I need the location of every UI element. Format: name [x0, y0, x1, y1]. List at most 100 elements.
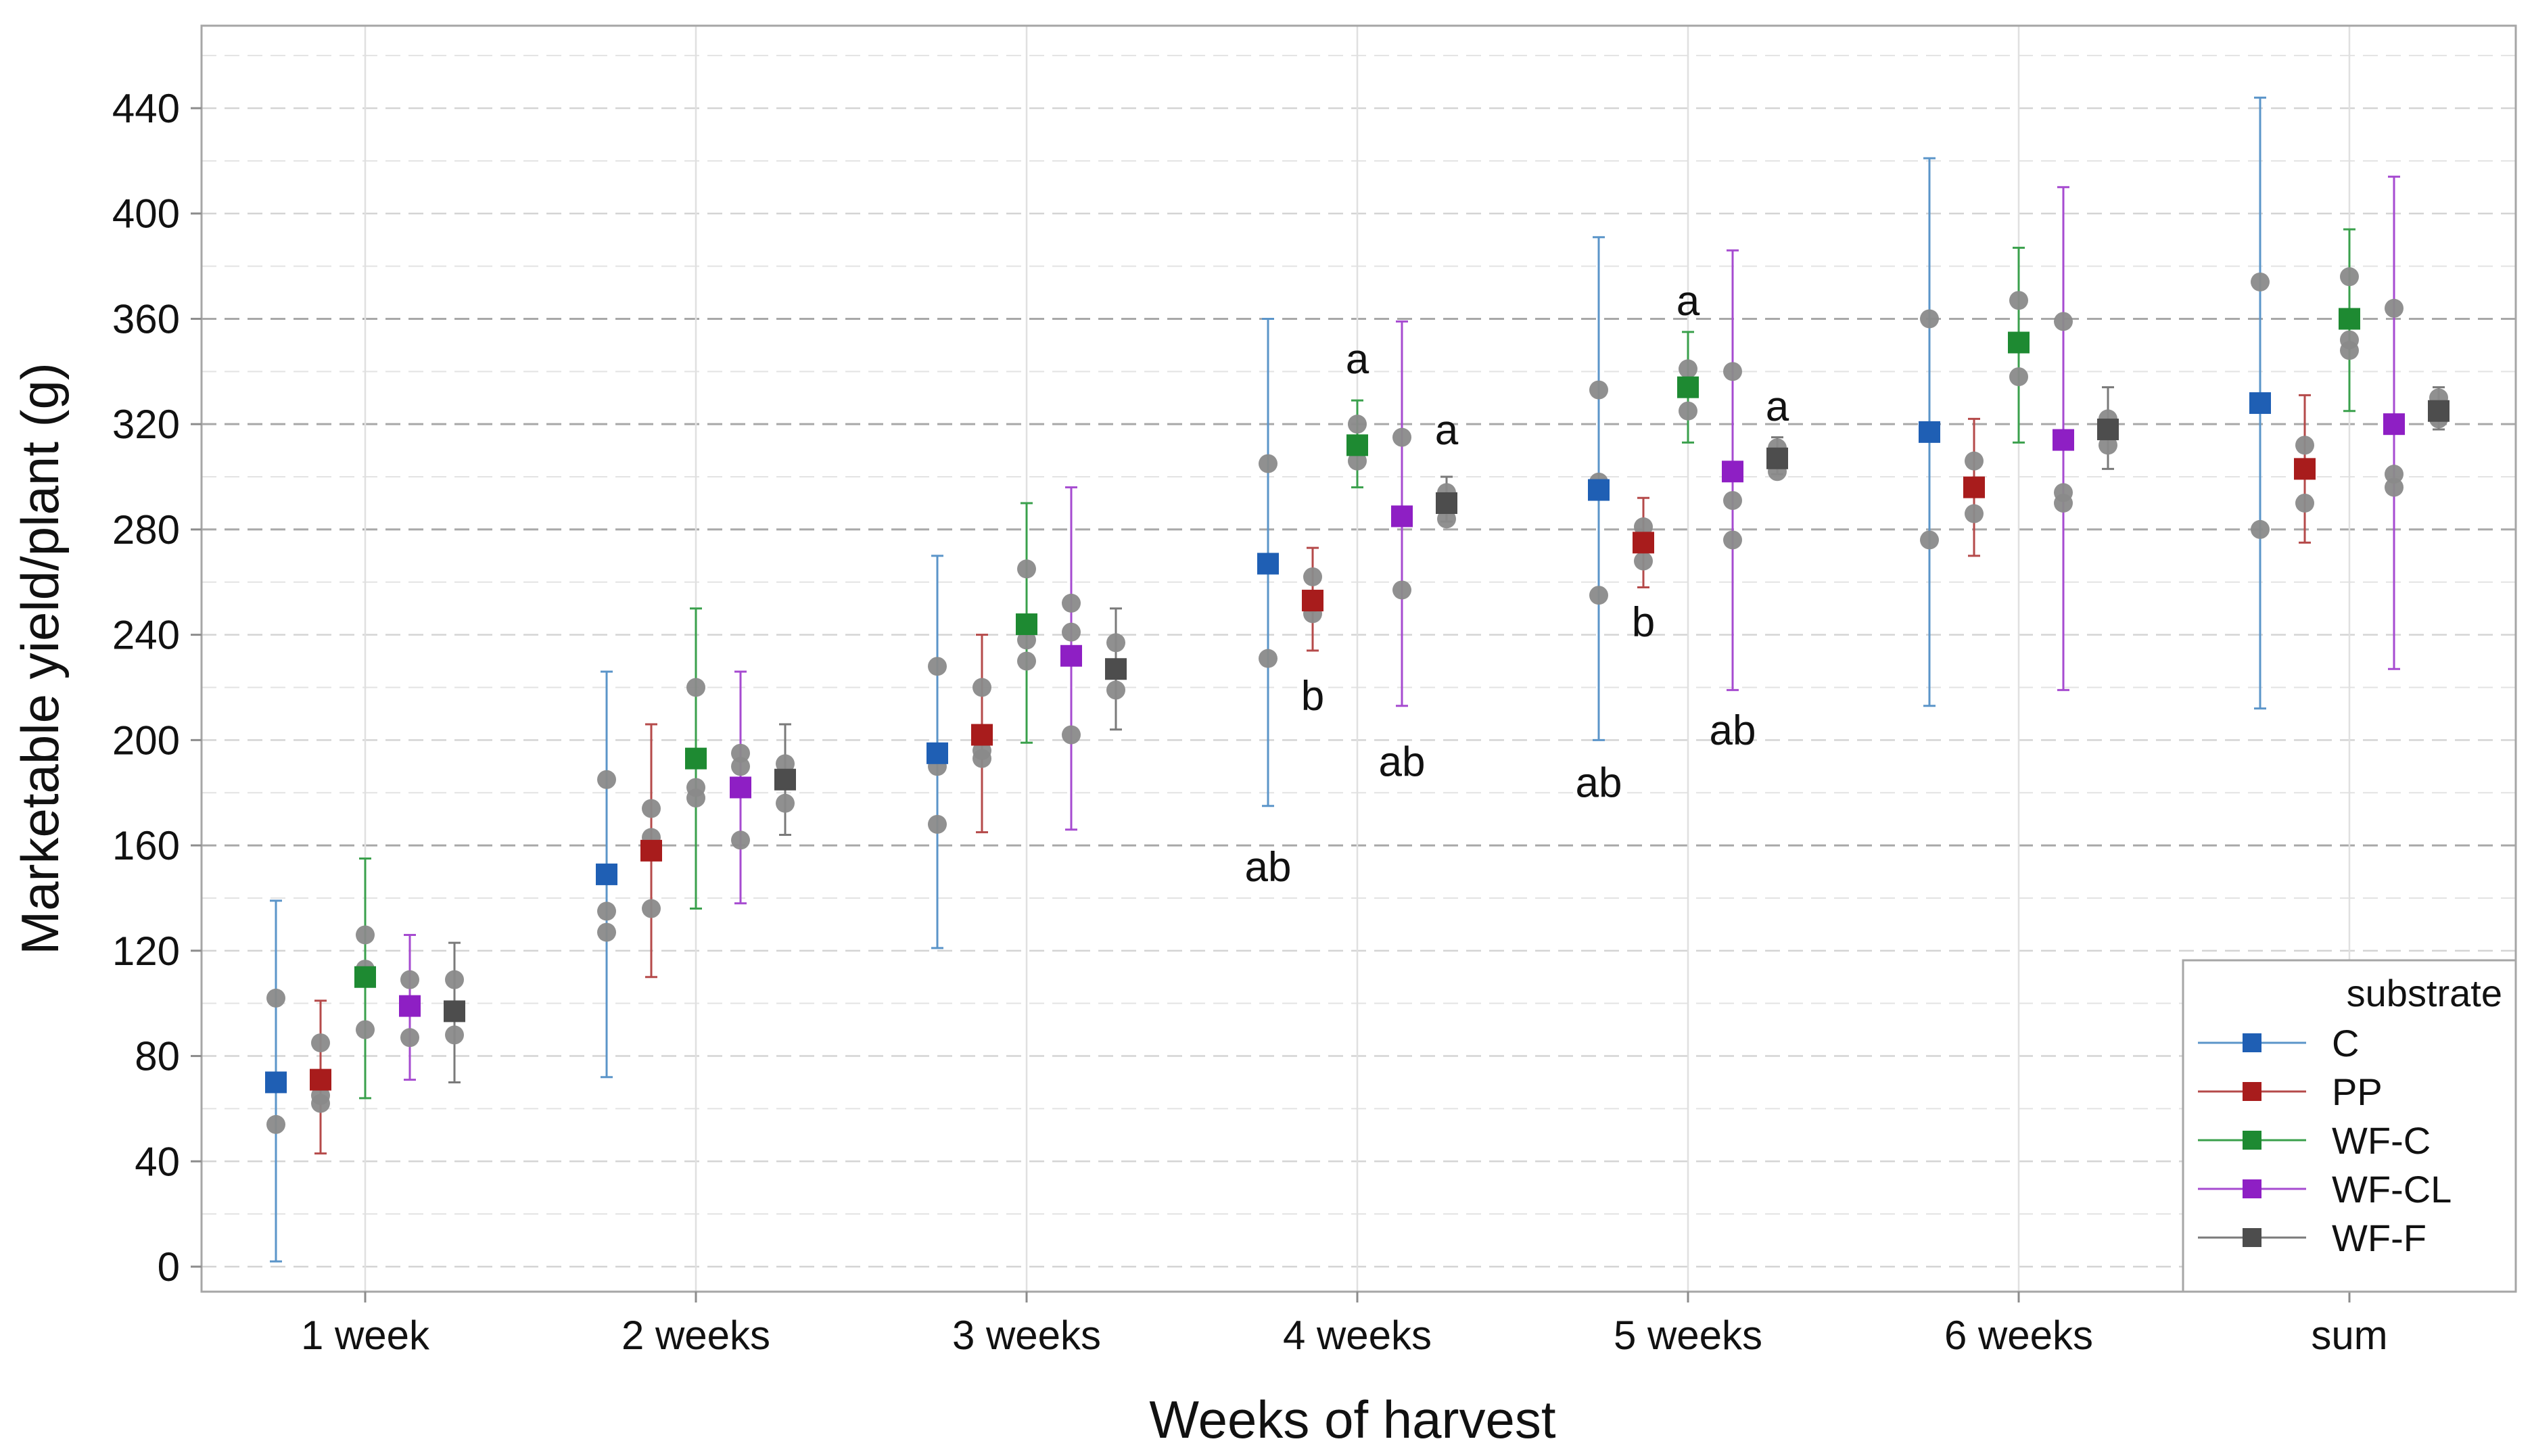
- y-tick-label: 200: [112, 718, 180, 763]
- y-tick-label: 280: [112, 507, 180, 553]
- data-point: [2385, 477, 2404, 497]
- x-tick-label: 3 weeks: [952, 1313, 1101, 1358]
- data-point: [928, 657, 947, 676]
- series-wf-c: [354, 228, 2360, 1100]
- data-point: [2054, 312, 2073, 331]
- data-point: [776, 754, 795, 774]
- data-point: [2385, 465, 2404, 484]
- data-point: [1106, 633, 1125, 653]
- y-tick-label: 400: [112, 191, 180, 237]
- mean-marker: [265, 1071, 287, 1094]
- mean-marker: [2008, 331, 2030, 354]
- data-point: [356, 925, 375, 945]
- legend-marker: [2243, 1082, 2261, 1101]
- data-point: [686, 678, 705, 697]
- data-point: [1259, 649, 1277, 668]
- data-point: [2251, 519, 2270, 539]
- significance-letter: a: [1435, 407, 1459, 454]
- legend-box: [2182, 959, 2517, 1293]
- legend-title: substrate: [2347, 972, 2502, 1014]
- significance-letter: ab: [1710, 707, 1756, 754]
- data-point: [776, 793, 795, 813]
- significance-letter: a: [1677, 278, 1700, 325]
- data-point: [400, 970, 419, 989]
- legend: substrate C PP WF-C WF-CL WF-F: [2182, 959, 2517, 1293]
- mean-marker: [2294, 458, 2316, 480]
- mean-marker: [1588, 479, 1610, 501]
- data-point: [1920, 309, 1939, 329]
- y-tick-label: 80: [135, 1034, 180, 1079]
- data-point: [731, 743, 750, 763]
- x-axis-title: Weeks of harvest: [1149, 1390, 1555, 1449]
- data-point: [1392, 427, 1411, 447]
- mean-marker: [2053, 429, 2074, 451]
- x-tick-label: 4 weeks: [1283, 1313, 1432, 1358]
- data-point: [928, 814, 947, 834]
- data-point: [1634, 551, 1653, 571]
- legend-item-wf-c: WF-C: [2198, 1119, 2431, 1162]
- mean-marker: [1963, 476, 1985, 498]
- mean-marker: [971, 724, 993, 746]
- data-point: [1965, 451, 1984, 471]
- mean-marker: [354, 966, 376, 988]
- mean-marker: [2383, 413, 2405, 436]
- legend-label: WF-F: [2332, 1217, 2426, 1259]
- significance-letter: a: [1346, 336, 1369, 383]
- significance-letter: ab: [1576, 760, 1622, 807]
- data-layer: [265, 96, 2449, 1263]
- data-point: [642, 799, 661, 818]
- data-point: [2295, 493, 2314, 513]
- data-point: [1920, 530, 1939, 550]
- legend-marker: [2243, 1131, 2261, 1150]
- mean-marker: [399, 995, 421, 1017]
- legend-marker: [2243, 1179, 2261, 1198]
- data-point: [2340, 330, 2359, 350]
- data-point: [356, 1020, 375, 1039]
- data-point: [972, 678, 991, 697]
- data-point: [2385, 298, 2404, 318]
- data-point: [1965, 504, 1984, 523]
- y-tick-label: 40: [135, 1139, 180, 1184]
- data-point: [1259, 454, 1277, 473]
- legend-marker: [2243, 1228, 2261, 1247]
- data-point: [2009, 367, 2028, 387]
- legend-label: PP: [2332, 1071, 2383, 1113]
- data-point: [1589, 380, 1608, 400]
- data-point: [445, 970, 464, 989]
- data-point: [266, 1114, 285, 1134]
- grid-layer: [202, 26, 2516, 1292]
- series-wf-cl: [399, 175, 2405, 1081]
- data-point: [1062, 622, 1081, 642]
- data-point: [597, 922, 616, 942]
- mean-marker: [1919, 421, 1940, 443]
- mean-marker: [1257, 553, 1279, 575]
- legend-marker: [2243, 1033, 2261, 1052]
- data-point: [1017, 630, 1036, 650]
- x-tick-label: 1 week: [301, 1313, 430, 1358]
- mean-marker: [1302, 590, 1323, 612]
- data-point: [1348, 415, 1367, 434]
- data-point: [1062, 725, 1081, 745]
- data-point: [2251, 272, 2270, 291]
- x-tick-labels: 1 week 2 weeks 3 weeks 4 weeks 5 weeks 6 week…: [301, 1292, 2388, 1358]
- y-tick-label: 0: [158, 1244, 180, 1290]
- mean-marker: [1677, 376, 1699, 398]
- data-point: [1679, 401, 1697, 421]
- mean-marker: [640, 839, 662, 862]
- data-point: [1634, 517, 1653, 537]
- legend-item-wf-f: WF-F: [2198, 1217, 2426, 1259]
- series-pp: [310, 394, 2316, 1155]
- data-point: [1723, 530, 1742, 550]
- y-tick-label: 120: [112, 929, 180, 974]
- data-point: [1303, 567, 1322, 586]
- data-point: [1062, 593, 1081, 613]
- x-tick-label: 6 weeks: [1944, 1313, 2093, 1358]
- y-tick-label: 360: [112, 296, 180, 342]
- legend-label: WF-CL: [2332, 1168, 2452, 1211]
- mean-marker: [1766, 447, 1788, 469]
- plot-frame: [200, 24, 2517, 1293]
- data-point: [642, 899, 661, 918]
- mean-marker: [444, 1000, 465, 1023]
- mean-marker: [310, 1068, 331, 1091]
- significance-letter: b: [1632, 599, 1655, 646]
